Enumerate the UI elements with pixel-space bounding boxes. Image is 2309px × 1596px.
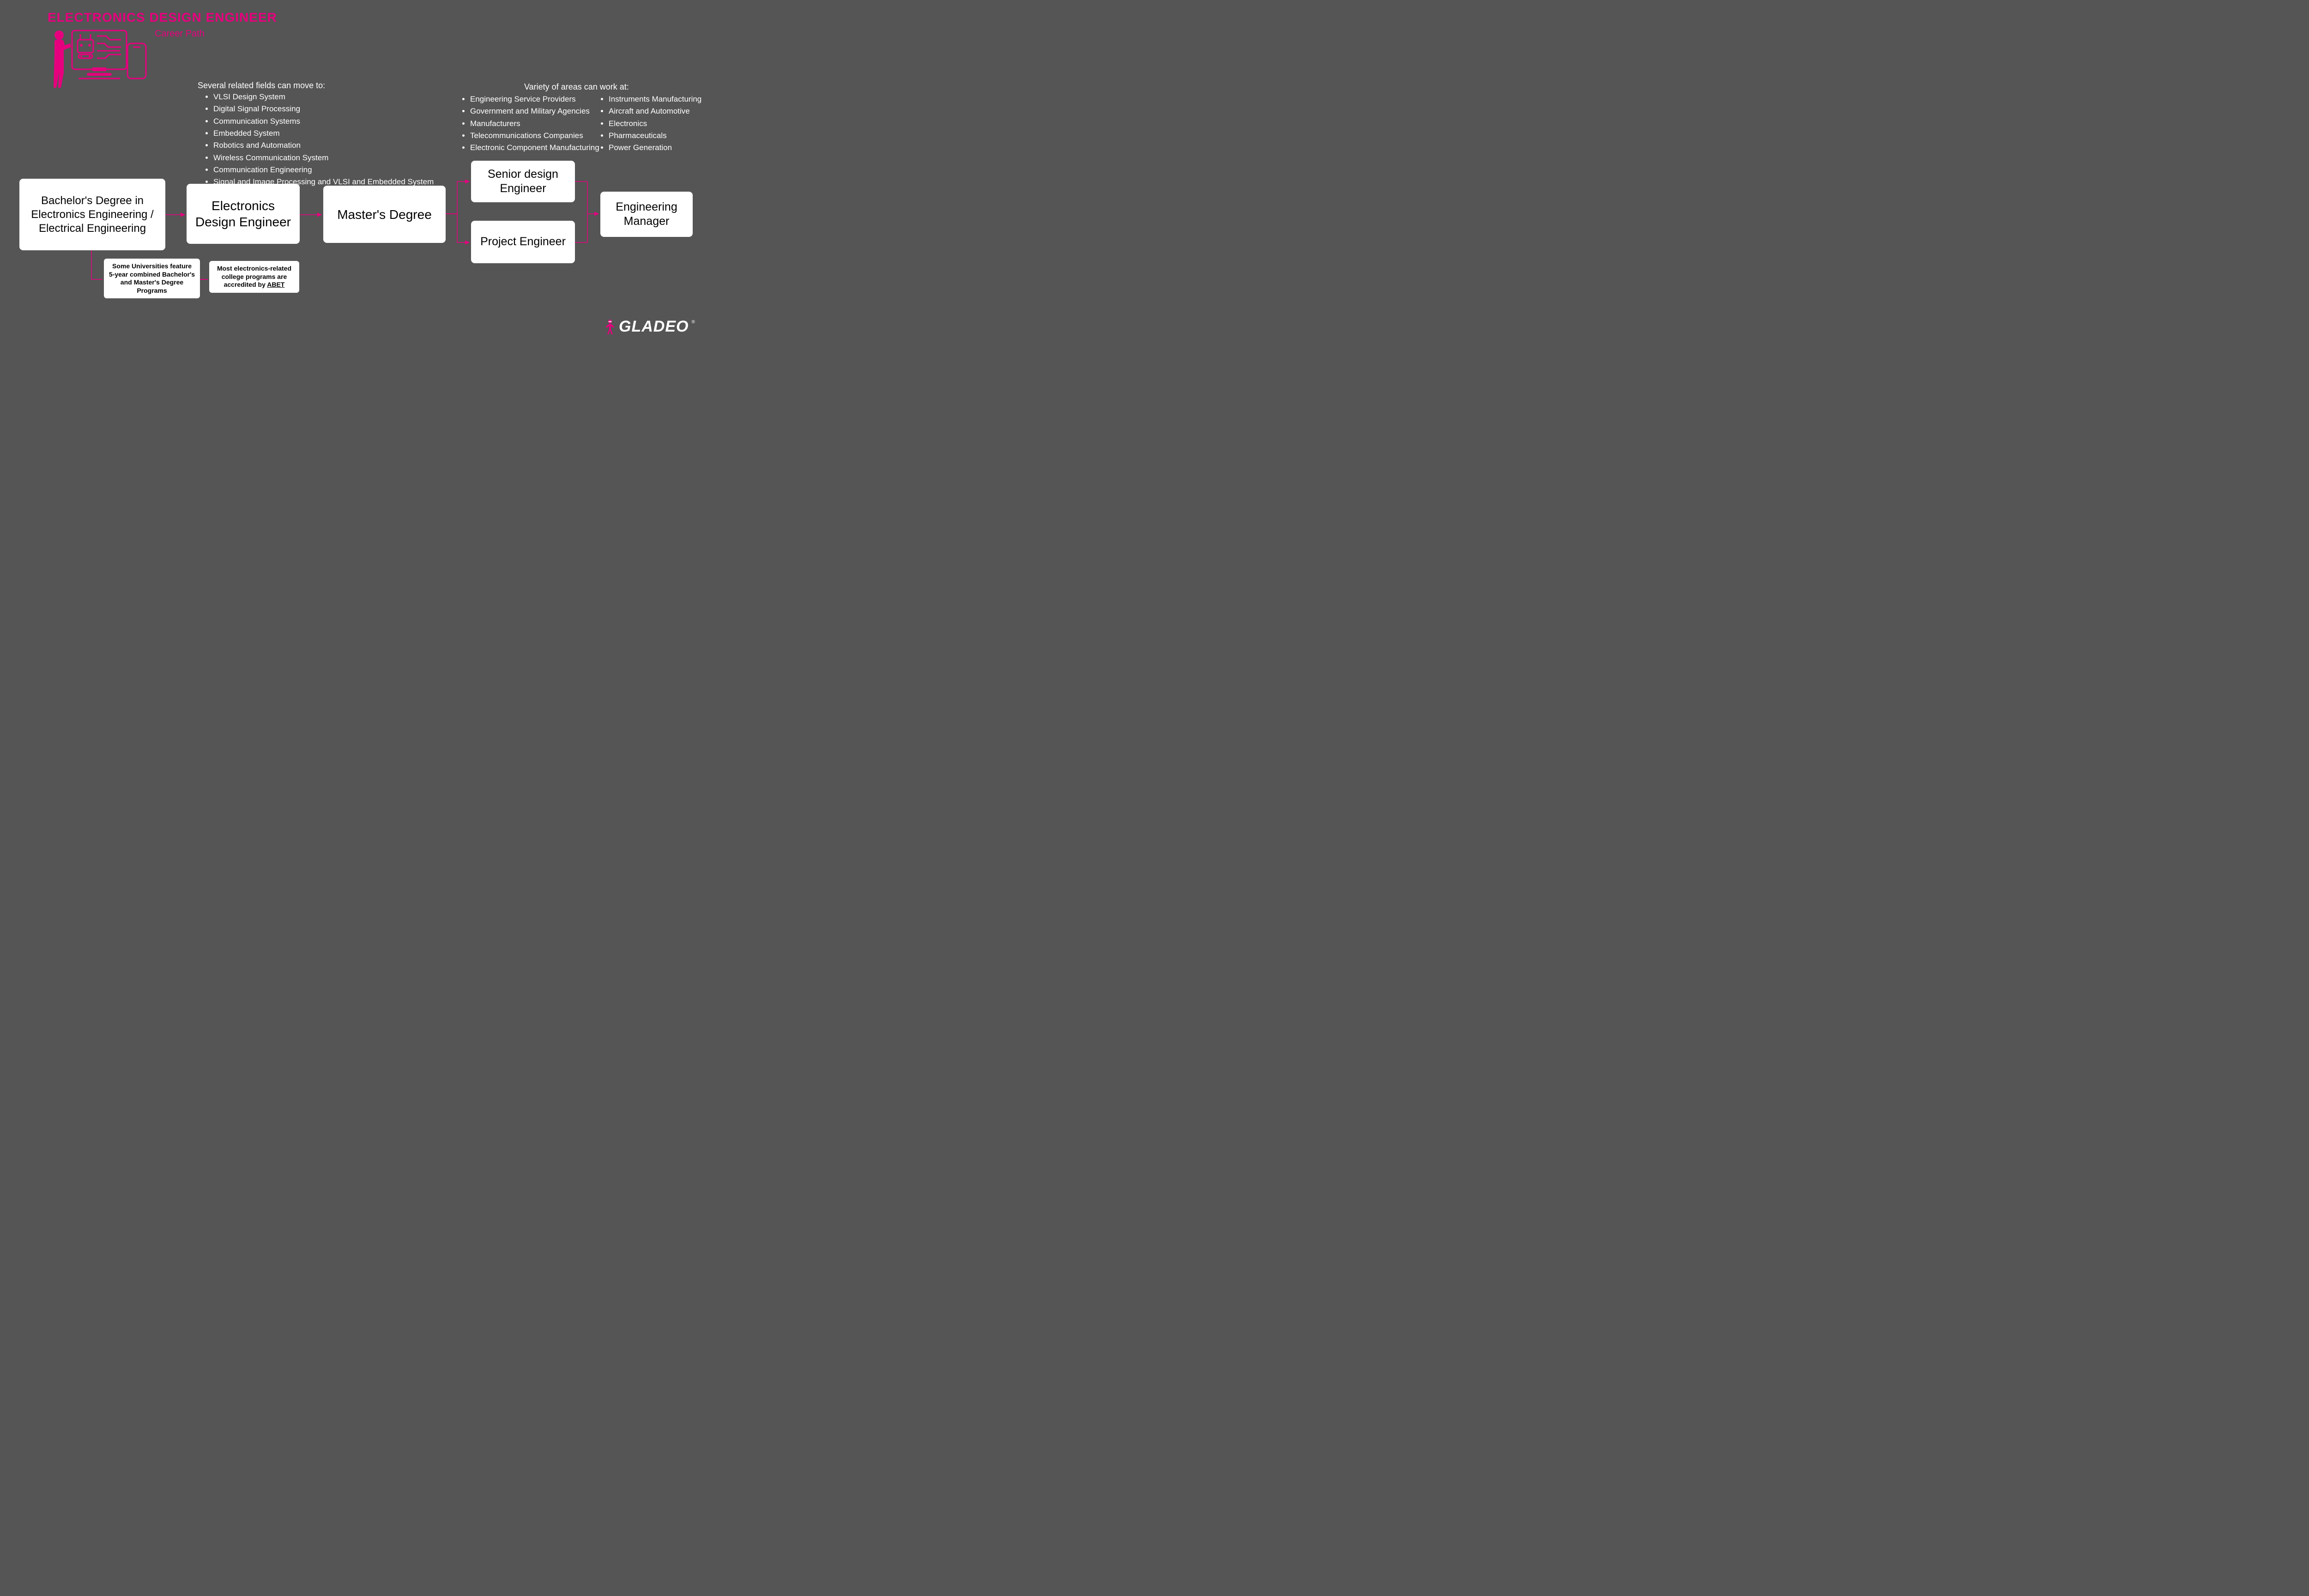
gladeo-logo-tm: ®	[691, 320, 695, 325]
flow-connectors	[0, 0, 709, 355]
gladeo-logo: G GLADEO ®	[604, 318, 695, 336]
gladeo-logo-figure: G	[604, 319, 616, 335]
gladeo-logo-text: GLADEO	[619, 318, 689, 336]
